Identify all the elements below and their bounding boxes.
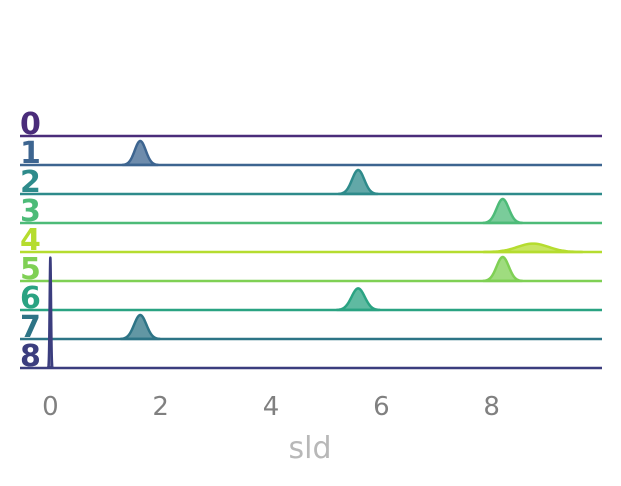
row-label-8: 8 [20, 339, 41, 374]
x-tick-label: 8 [483, 392, 500, 422]
ridge-density-3 [482, 197, 524, 225]
row-label-6: 6 [20, 281, 41, 316]
ridge-density-8 [46, 256, 54, 369]
ridge-density-1 [121, 139, 160, 167]
row-label-7: 7 [20, 310, 41, 345]
x-tick-label: 6 [373, 392, 390, 422]
row-label-0: 0 [20, 107, 41, 142]
ridge-density-2 [337, 168, 379, 196]
ridge-density-7 [119, 313, 161, 341]
x-tick-labels-group: 0 2 4 6 8 [42, 392, 500, 422]
row-label-4: 4 [20, 223, 41, 258]
x-tick-label: 2 [152, 392, 169, 422]
ridge-density-5 [482, 255, 524, 283]
x-tick-label: 0 [42, 392, 59, 422]
row-label-2: 2 [20, 165, 41, 200]
row-label-1: 1 [20, 136, 41, 171]
x-axis-title: sld [288, 431, 331, 466]
ridge-density-6 [335, 287, 381, 312]
x-tick-label: 4 [263, 392, 280, 422]
ridge-density-4 [482, 242, 584, 254]
row-label-3: 3 [20, 194, 41, 229]
row-label-5: 5 [20, 252, 41, 287]
ridges-group [20, 134, 602, 370]
